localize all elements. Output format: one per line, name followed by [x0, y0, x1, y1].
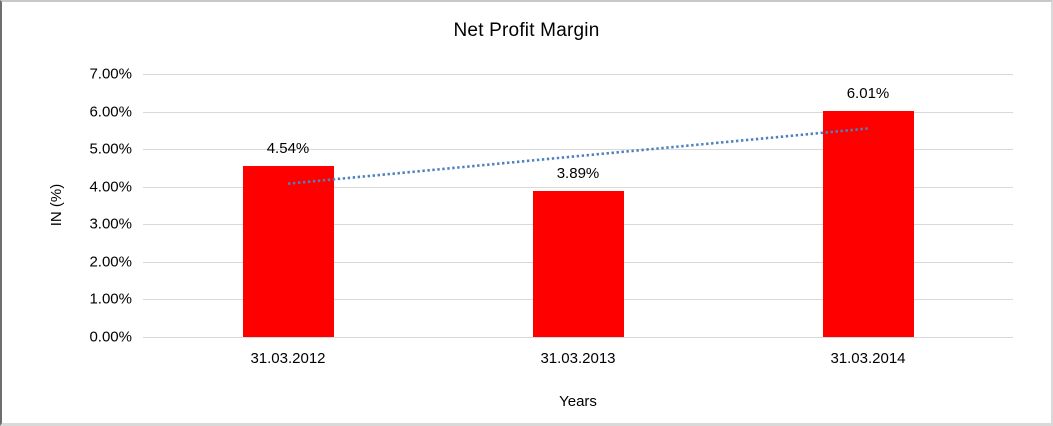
bar-data-label: 4.54% — [266, 140, 310, 158]
x-tick-label: 31.03.2014 — [830, 350, 906, 367]
y-tick-label: 0.00% — [89, 328, 132, 346]
y-tick-label: 4.00% — [89, 178, 132, 196]
gridline — [143, 111, 1013, 113]
y-tick-label: 3.00% — [89, 215, 132, 233]
bar-31.03.2014 — [822, 111, 914, 337]
bar-data-label: 3.89% — [556, 164, 600, 182]
y-tick-label: 1.00% — [89, 290, 132, 308]
y-tick-label: 5.00% — [89, 140, 132, 158]
x-tick-label: 31.03.2013 — [540, 350, 616, 367]
y-tick-label: 7.00% — [89, 65, 132, 83]
y-tick-label: 2.00% — [89, 253, 132, 271]
chart-title: Net Profit Margin — [453, 20, 600, 41]
x-tick-label: 31.03.2012 — [250, 350, 326, 367]
gridline — [143, 74, 1013, 75]
gridline — [143, 186, 1013, 188]
bar-31.03.2013 — [532, 190, 624, 337]
gridline — [143, 149, 1013, 151]
gridline — [143, 337, 1013, 338]
bar-data-label: 6.01% — [846, 85, 890, 103]
x-axis-title: Years — [559, 393, 597, 410]
trendline — [287, 127, 869, 186]
plot-area: 4.54% 3.89% 6.01% — [143, 74, 1013, 338]
bar-31.03.2012 — [242, 166, 334, 337]
y-tick-label: 6.00% — [89, 103, 132, 121]
